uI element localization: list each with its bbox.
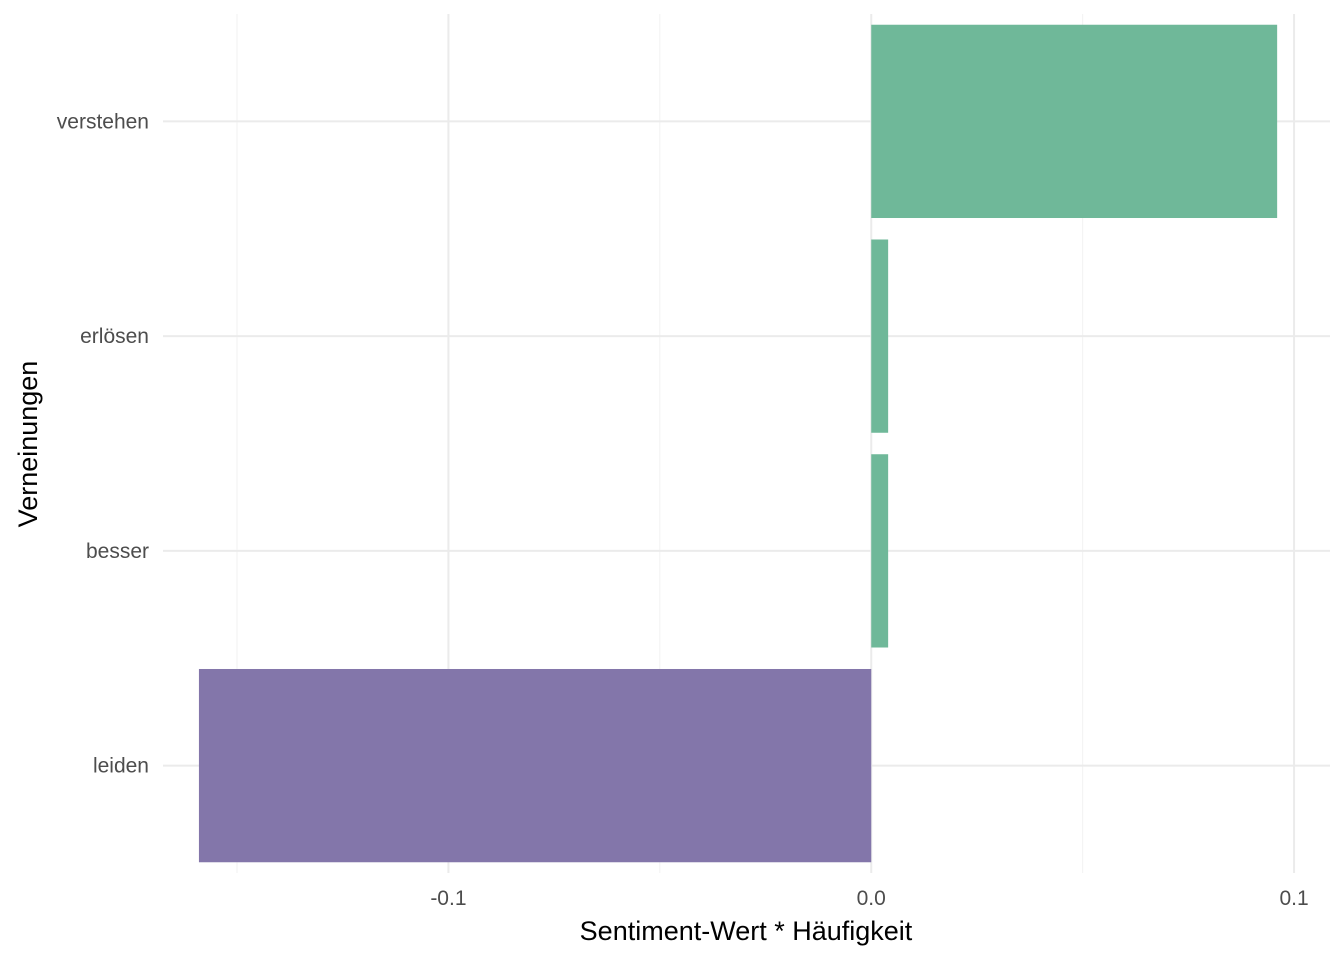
x-tick-label: -0.1 <box>430 887 466 910</box>
bar-leiden <box>198 668 872 863</box>
y-tick-labels: verstehen erlösen besser leiden <box>57 110 149 777</box>
x-axis-title: Sentiment-Wert * Häufigkeit <box>580 916 913 946</box>
y-tick-label: verstehen <box>57 110 149 133</box>
y-tick-label: leiden <box>93 755 149 778</box>
bar-verstehen <box>871 24 1278 219</box>
gridlines <box>163 14 1330 873</box>
bar-erlösen <box>871 239 889 433</box>
x-tick-label: 0.1 <box>1279 887 1308 910</box>
y-tick-label: besser <box>86 540 149 563</box>
y-axis-title: Verneinungen <box>13 361 43 528</box>
bar-besser <box>871 454 889 648</box>
x-tick-labels: -0.1 0.0 0.1 <box>430 887 1308 910</box>
y-tick-label: erlösen <box>80 325 149 348</box>
bars <box>198 24 1278 863</box>
x-tick-label: 0.0 <box>857 887 886 910</box>
